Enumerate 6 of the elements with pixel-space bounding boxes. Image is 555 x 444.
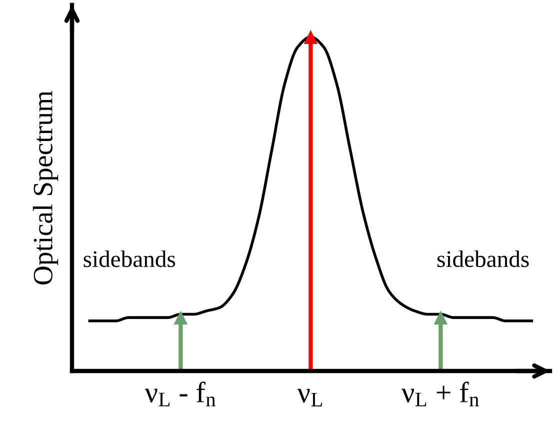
- x-tick-label: ν$_{L}$ + f$_{n}$: [402, 382, 479, 406]
- annotation: sidebands: [437, 250, 529, 268]
- y-axis-title: Optical Spectrum: [32, 90, 58, 284]
- x-tick-label: ν$_{L}$ - f$_{n}$: [144, 382, 216, 406]
- x-tick-label: ν$_{L}$: [297, 388, 322, 406]
- annotation: sidebands: [84, 250, 176, 268]
